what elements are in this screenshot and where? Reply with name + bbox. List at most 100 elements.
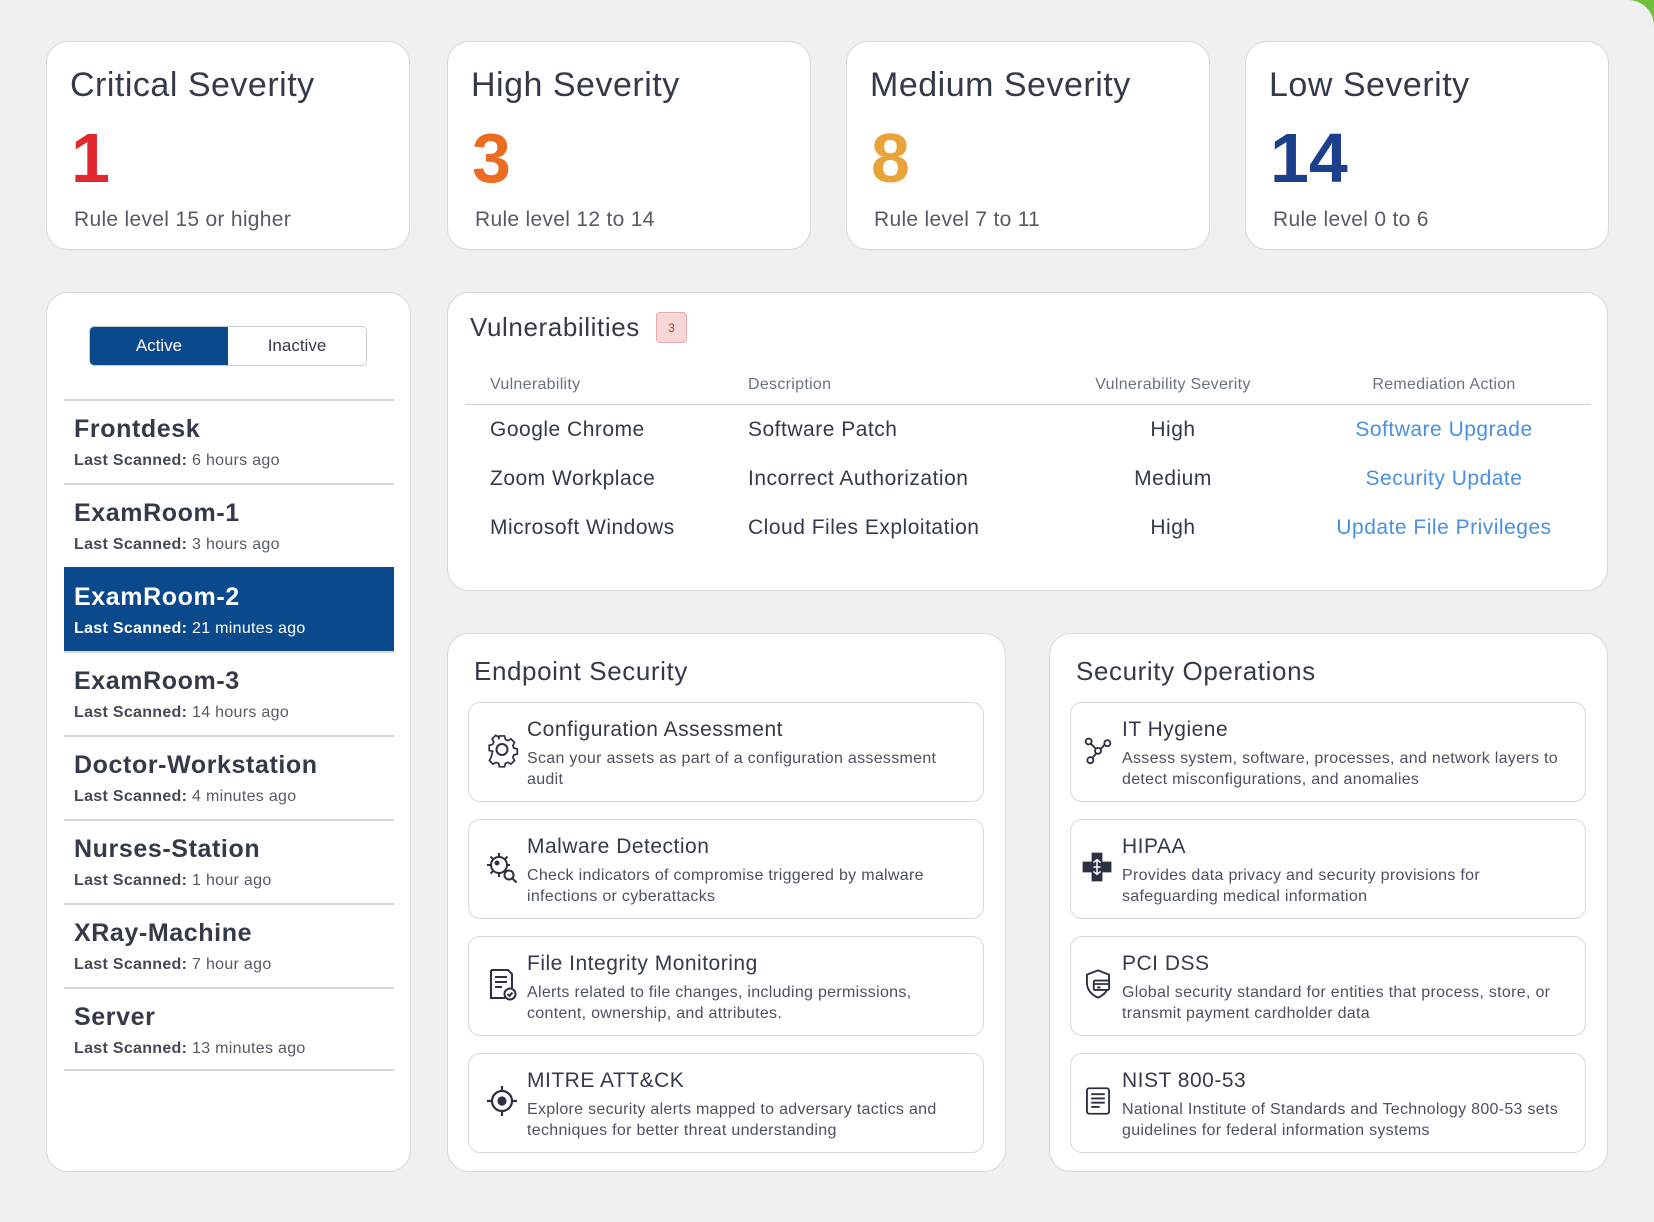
device-item-examroom-2[interactable]: ExamRoom-2 Last Scanned: 21 minutes ago: [64, 567, 394, 651]
last-scanned: Last Scanned: 13 minutes ago: [74, 1040, 384, 1058]
device-name: ExamRoom-1: [74, 499, 240, 527]
device-name: Doctor-Workstation: [74, 751, 318, 779]
item-title: Malware Detection: [527, 835, 710, 858]
item-description: Provides data privacy and security provi…: [1122, 867, 1480, 905]
last-scanned-label: Last Scanned:: [74, 536, 188, 553]
last-scanned-label: Last Scanned:: [74, 788, 188, 805]
last-scanned: Last Scanned: 6 hours ago: [74, 452, 384, 470]
configuration-assessment-item[interactable]: Configuration Assessment Scan your asset…: [468, 702, 984, 802]
devices-panel: Active Inactive Frontdesk Last Scanned: …: [46, 292, 411, 1172]
remediation-link[interactable]: Security Update: [1365, 466, 1523, 490]
device-item-examroom-3[interactable]: ExamRoom-3 Last Scanned: 14 hours ago: [64, 651, 394, 735]
network-nodes-icon: [1081, 730, 1115, 770]
last-scanned-time: 4 minutes ago: [192, 788, 297, 805]
active-toggle-button[interactable]: Active: [90, 327, 228, 365]
table-row: Zoom Workplace Incorrect Authorization M…: [466, 454, 1590, 503]
device-item-examroom-1[interactable]: ExamRoom-1 Last Scanned: 3 hours ago: [64, 483, 394, 567]
last-scanned-time: 3 hours ago: [192, 536, 280, 553]
device-item-xray-machine[interactable]: XRay-Machine Last Scanned: 7 hour ago: [64, 903, 394, 987]
device-item-frontdesk[interactable]: Frontdesk Last Scanned: 6 hours ago: [64, 399, 394, 483]
rule-level-text: Rule level 0 to 6: [1273, 208, 1429, 231]
device-name: XRay-Machine: [74, 919, 253, 947]
last-scanned-time: 6 hours ago: [192, 452, 280, 469]
device-item-nurses-station[interactable]: Nurses-Station Last Scanned: 1 hour ago: [64, 819, 394, 903]
high-severity-card[interactable]: High Severity 3 Rule level 12 to 14: [447, 41, 811, 250]
severity-count: 8: [871, 119, 910, 197]
item-description: Global security standard for entities th…: [1122, 984, 1551, 1022]
remediation-link[interactable]: Update File Privileges: [1336, 515, 1552, 539]
status-toggle: Active Inactive: [89, 326, 367, 366]
vulnerabilities-table: Vulnerability Description Vulnerability …: [466, 365, 1590, 552]
last-scanned-time: 1 hour ago: [192, 872, 272, 889]
table-header: Vulnerability Description Vulnerability …: [466, 365, 1590, 405]
severity-count: 1: [71, 119, 110, 197]
last-scanned-time: 21 minutes ago: [192, 620, 306, 637]
medical-cross-icon: [1079, 847, 1115, 887]
vulnerability-cell: Google Chrome: [490, 417, 645, 441]
low-severity-card[interactable]: Low Severity 14 Rule level 0 to 6: [1245, 41, 1609, 250]
card-title: High Severity: [471, 66, 680, 104]
panel-title: Security Operations: [1076, 656, 1316, 686]
critical-severity-card[interactable]: Critical Severity 1 Rule level 15 or hig…: [46, 41, 410, 250]
inactive-toggle-button[interactable]: Inactive: [267, 336, 327, 355]
device-name: Frontdesk: [74, 415, 201, 443]
security-operations-panel: Security Operations IT Hygiene Assess sy…: [1049, 633, 1608, 1172]
column-header-remediation: Remediation Action: [1372, 375, 1516, 393]
table-row: Microsoft Windows Cloud Files Exploitati…: [466, 503, 1590, 552]
description-cell: Software Patch: [748, 417, 898, 441]
card-title: Critical Severity: [70, 66, 315, 104]
file-check-icon: [482, 964, 522, 1004]
virus-search-icon: [482, 847, 522, 887]
item-description: Scan your assets as part of a configurat…: [527, 750, 937, 788]
severity-count: 14: [1270, 119, 1348, 197]
item-title: PCI DSS: [1122, 952, 1210, 975]
item-description: National Institute of Standards and Tech…: [1122, 1101, 1559, 1139]
mitre-attack-item[interactable]: MITRE ATT&CK Explore security alerts map…: [468, 1053, 984, 1153]
rule-level-text: Rule level 15 or higher: [74, 208, 292, 231]
remediation-link[interactable]: Software Upgrade: [1355, 417, 1533, 441]
file-integrity-monitoring-item[interactable]: File Integrity Monitoring Alerts related…: [468, 936, 984, 1036]
last-scanned: Last Scanned: 21 minutes ago: [74, 620, 384, 638]
description-cell: Incorrect Authorization: [748, 466, 969, 490]
rule-level-text: Rule level 12 to 14: [475, 208, 655, 231]
item-title: IT Hygiene: [1122, 718, 1229, 741]
last-scanned: Last Scanned: 14 hours ago: [74, 704, 384, 722]
item-title: File Integrity Monitoring: [527, 952, 758, 975]
last-scanned: Last Scanned: 1 hour ago: [74, 872, 384, 890]
last-scanned: Last Scanned: 4 minutes ago: [74, 788, 384, 806]
it-hygiene-item[interactable]: IT Hygiene Assess system, software, proc…: [1070, 702, 1586, 802]
malware-detection-item[interactable]: Malware Detection Check indicators of co…: [468, 819, 984, 919]
item-description: Assess system, software, processes, and …: [1122, 750, 1558, 788]
rule-level-text: Rule level 7 to 11: [874, 208, 1041, 231]
last-scanned-label: Last Scanned:: [74, 1040, 188, 1057]
vulnerabilities-panel: Vulnerabilities 3 Vulnerability Descript…: [447, 292, 1608, 591]
device-name: Server: [74, 1003, 156, 1031]
pci-dss-item[interactable]: PCI DSS Global security standard for ent…: [1070, 936, 1586, 1036]
hipaa-item[interactable]: HIPAA Provides data privacy and security…: [1070, 819, 1586, 919]
item-title: Configuration Assessment: [527, 718, 783, 741]
nist-800-53-item[interactable]: NIST 800-53 National Institute of Standa…: [1070, 1053, 1586, 1153]
severity-cell: Medium: [1134, 466, 1212, 490]
item-description: Alerts related to file changes, includin…: [527, 984, 912, 1022]
last-scanned-label: Last Scanned:: [74, 704, 188, 721]
column-header-severity: Vulnerability Severity: [1095, 375, 1251, 393]
device-name: Nurses-Station: [74, 835, 261, 863]
device-name: ExamRoom-2: [74, 583, 240, 611]
item-description: Explore security alerts mapped to advers…: [527, 1101, 937, 1139]
last-scanned-label: Last Scanned:: [74, 956, 188, 973]
device-item-doctor-workstation[interactable]: Doctor-Workstation Last Scanned: 4 minut…: [64, 735, 394, 819]
table-row: Google Chrome Software Patch High Softwa…: [466, 405, 1590, 454]
gear-icon: [482, 730, 522, 770]
medium-severity-card[interactable]: Medium Severity 8 Rule level 7 to 11: [846, 41, 1210, 250]
item-title: NIST 800-53: [1122, 1069, 1247, 1092]
vulnerability-cell: Microsoft Windows: [490, 515, 675, 539]
card-title: Medium Severity: [870, 66, 1131, 104]
severity-cell: High: [1150, 515, 1196, 539]
device-item-server[interactable]: Server Last Scanned: 13 minutes ago: [64, 987, 394, 1071]
vulnerabilities-count-badge: 3: [656, 312, 687, 343]
vulnerabilities-title: Vulnerabilities: [470, 312, 640, 342]
panel-title: Endpoint Security: [474, 656, 688, 686]
endpoint-security-panel: Endpoint Security Configuration Assessme…: [447, 633, 1006, 1172]
document-icon: [1081, 1081, 1115, 1121]
